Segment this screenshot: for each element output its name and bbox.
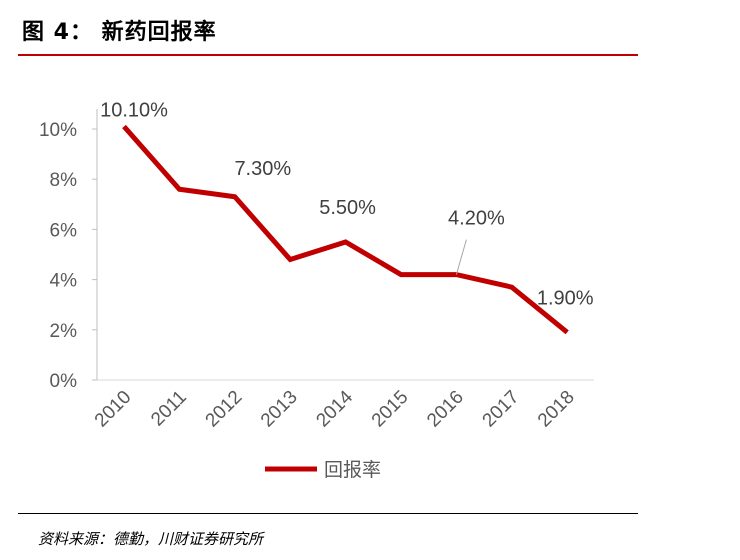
source-note: 资料来源：德勤，川财证券研究所 (38, 530, 264, 548)
data-label: 1.90% (537, 287, 594, 309)
x-tick-label: 2017 (479, 387, 524, 432)
y-tick-label: 8% (50, 170, 78, 191)
y-tick-label: 6% (50, 220, 78, 241)
data-label: 7.30% (234, 158, 291, 180)
x-tick-label: 2012 (202, 387, 247, 432)
data-label: 10.10% (100, 99, 168, 121)
figure-title: 图 4： 新药回报率 (22, 20, 217, 45)
data-label: 4.20% (448, 208, 505, 230)
y-tick-label: 10% (39, 120, 77, 141)
data-label: 5.50% (319, 197, 376, 219)
x-tick-label: 2018 (534, 387, 579, 432)
legend-label: 回报率 (324, 459, 381, 481)
line-chart: 0%2%4%6%8%10%2010 2011 2012 2013 2014 2015 201… (39, 99, 594, 481)
data-label-leader (455, 239, 467, 275)
x-tick-label: 2014 (312, 386, 357, 431)
y-tick-label: 4% (50, 271, 78, 292)
x-tick-label: 2015 (368, 387, 413, 432)
x-tick-label: 2010 (91, 387, 136, 432)
x-tick-label: 2016 (423, 387, 468, 432)
y-tick-label: 2% (50, 321, 78, 342)
y-tick-label: 0% (50, 371, 78, 392)
footer-divider (18, 513, 638, 514)
x-tick-label: 2011 (147, 387, 191, 431)
title-divider (18, 54, 638, 56)
x-tick-label: 2013 (257, 387, 302, 432)
